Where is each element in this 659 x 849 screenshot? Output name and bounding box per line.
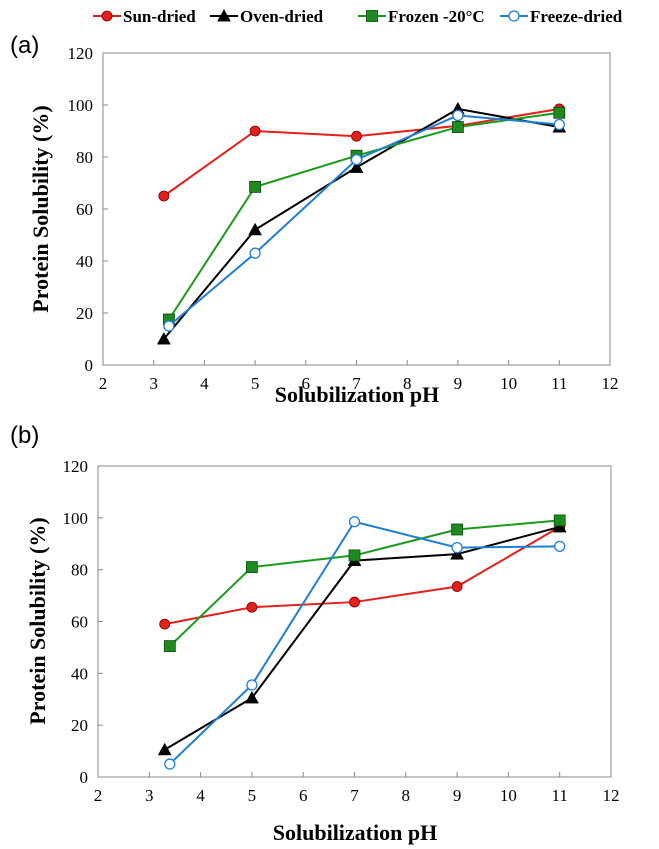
series-b <box>157 514 567 770</box>
legend-marker-frozen-20-c <box>366 10 378 22</box>
data-point-freeze-dried-a <box>452 109 464 122</box>
data-point-oven-dried-b <box>244 690 259 704</box>
y-tick-label-a: 20 <box>76 304 93 323</box>
data-point-oven-dried-b <box>450 547 465 560</box>
data-point-sun-dried-b <box>246 601 258 613</box>
data-point-frozen-20-c-b <box>245 561 258 573</box>
legend-label-frozen-20-c: Frozen -20°C <box>388 7 485 26</box>
x-tick-label-a: 4 <box>200 374 209 393</box>
x-tick-label-b: 9 <box>453 786 462 805</box>
data-point-frozen-20-c-b <box>348 549 361 562</box>
x-tick-label-b: 5 <box>248 786 257 805</box>
data-point-sun-dried-a <box>351 130 362 142</box>
data-point-oven-dried-a <box>156 331 171 345</box>
x-tick-label-a: 6 <box>302 374 311 393</box>
x-axis-label-a: Solubilization pH <box>275 382 439 407</box>
data-point-sun-dried-b <box>451 581 463 592</box>
data-point-freeze-dried-b <box>348 516 361 528</box>
data-point-freeze-dried-a <box>163 320 175 332</box>
data-point-frozen-20-c-b <box>163 640 176 653</box>
x-tick-label-a: 8 <box>403 374 412 393</box>
y-tick-label-a: 80 <box>76 148 93 167</box>
data-point-frozen-20-c-b <box>451 523 464 536</box>
x-tick-label-b: 12 <box>603 786 620 805</box>
series-a <box>156 101 567 345</box>
x-tick-label-a: 2 <box>99 374 108 393</box>
x-tick-label-b: 8 <box>402 786 411 805</box>
y-tick-label-b: 100 <box>63 509 89 528</box>
data-point-freeze-dried-b <box>164 758 176 770</box>
legend-marker-freeze-dried <box>508 10 520 22</box>
x-tick-label-b: 11 <box>552 786 568 805</box>
y-axis-label-a: Protein Solubility (%) <box>28 105 53 312</box>
y-tick-label-b: 60 <box>71 613 88 632</box>
data-point-freeze-dried-a <box>249 247 261 259</box>
x-tick-label-b: 4 <box>196 786 205 805</box>
data-point-freeze-dried-b <box>554 540 566 552</box>
data-point-sun-dried-b <box>159 618 171 630</box>
panel-label-a: (a) <box>10 32 39 59</box>
x-tick-label-a: 12 <box>602 374 619 393</box>
y-tick-label-a: 0 <box>85 356 94 375</box>
data-point-frozen-20-c-a <box>451 121 464 133</box>
data-point-freeze-dried-b <box>246 679 258 691</box>
legend-label-oven-dried: Oven-dried <box>240 7 324 26</box>
y-tick-label-b: 80 <box>71 561 88 580</box>
x-tick-label-b: 3 <box>145 786 154 805</box>
legend: Sun-dried Oven-dried Frozen -20°C Freeze-dr… <box>93 7 623 26</box>
legend-marker-oven-dried <box>217 8 231 22</box>
y-tick-label-a: 100 <box>68 96 94 115</box>
x-tick-label-b: 7 <box>350 786 359 805</box>
data-point-freeze-dried-b <box>451 541 463 554</box>
data-point-oven-dried-a <box>248 222 263 236</box>
x-tick-label-a: 9 <box>454 374 463 393</box>
data-point-freeze-dried-a <box>350 153 363 166</box>
data-point-freeze-dried-a <box>553 118 565 131</box>
x-tick-label-b: 6 <box>299 786 308 805</box>
data-point-frozen-20-c-a <box>249 180 262 193</box>
x-axis-label-b: Solubilization pH <box>273 820 437 845</box>
x-tick-label-b: 10 <box>500 786 517 805</box>
y-tick-label-a: 60 <box>76 200 93 219</box>
panel-label-b: (b) <box>10 422 39 449</box>
legend-label-sun-dried: Sun-dried <box>123 7 196 26</box>
y-axis-label-b: Protein Solubility (%) <box>25 517 50 724</box>
x-tick-label-a: 7 <box>352 374 361 393</box>
y-tick-label-a: 120 <box>68 44 94 63</box>
legend-label-freeze-dried: Freeze-dried <box>530 7 623 26</box>
legend-marker-sun-dried <box>101 10 113 22</box>
data-point-oven-dried-b <box>157 742 172 756</box>
x-tick-label-a: 3 <box>149 374 158 393</box>
x-tick-label-a: 11 <box>551 374 567 393</box>
x-tick-label-b: 2 <box>94 786 103 805</box>
data-point-sun-dried-a <box>158 190 170 202</box>
data-point-oven-dried-a <box>349 160 364 173</box>
plot-area-a <box>102 52 611 366</box>
y-tick-label-b: 40 <box>71 664 88 683</box>
data-point-frozen-20-c-a <box>553 106 566 119</box>
data-point-frozen-20-c-b <box>553 514 566 527</box>
x-tick-label-a: 5 <box>251 374 260 393</box>
data-point-sun-dried-b <box>349 596 360 608</box>
y-tick-label-b: 0 <box>80 768 89 787</box>
y-tick-label-a: 40 <box>76 252 93 271</box>
y-tick-label-b: 20 <box>71 716 88 735</box>
x-tick-label-a: 10 <box>500 374 517 393</box>
y-tick-label-b: 120 <box>63 457 89 476</box>
data-point-sun-dried-a <box>249 125 261 137</box>
